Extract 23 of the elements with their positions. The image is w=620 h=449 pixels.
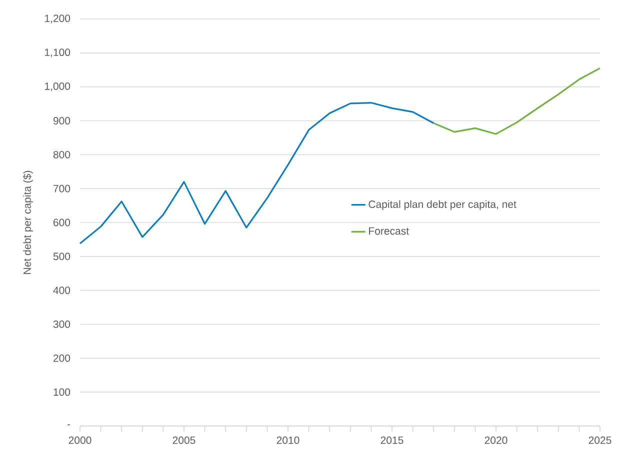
x-tick-label: 2015 bbox=[380, 436, 404, 444]
y-tick-label: 100 bbox=[54, 388, 70, 396]
y-tick-label: 800 bbox=[53, 150, 70, 158]
y-tick-label: 600 bbox=[54, 218, 70, 226]
x-tick-label: 2025 bbox=[588, 436, 612, 444]
y-tick-label: 200 bbox=[54, 354, 70, 362]
x-tick-label: 2005 bbox=[172, 436, 196, 444]
line-series bbox=[432, 67, 601, 135]
x-tick-label: 2010 bbox=[276, 436, 300, 444]
legend-label: Forecast bbox=[369, 227, 409, 235]
y-axis-title: Net debt per capita ($) bbox=[23, 170, 33, 274]
y-tick-label: 900 bbox=[53, 117, 70, 124]
y-tick-label: 1,100 bbox=[45, 48, 70, 58]
legend-label: Capital plan debt per capita, net bbox=[368, 200, 516, 210]
y-tick-label: 700 bbox=[54, 184, 70, 192]
y-tick-label: - bbox=[67, 424, 70, 426]
y-tick-label: 500 bbox=[53, 252, 70, 260]
x-tick-label: 2000 bbox=[68, 436, 92, 444]
y-tick-label: 300 bbox=[53, 320, 70, 328]
y-tick-label: 1,200 bbox=[45, 14, 70, 24]
y-tick-label: 1,000 bbox=[45, 82, 70, 92]
x-tick-label: 2020 bbox=[484, 436, 508, 444]
y-tick-label: 400 bbox=[53, 286, 70, 294]
